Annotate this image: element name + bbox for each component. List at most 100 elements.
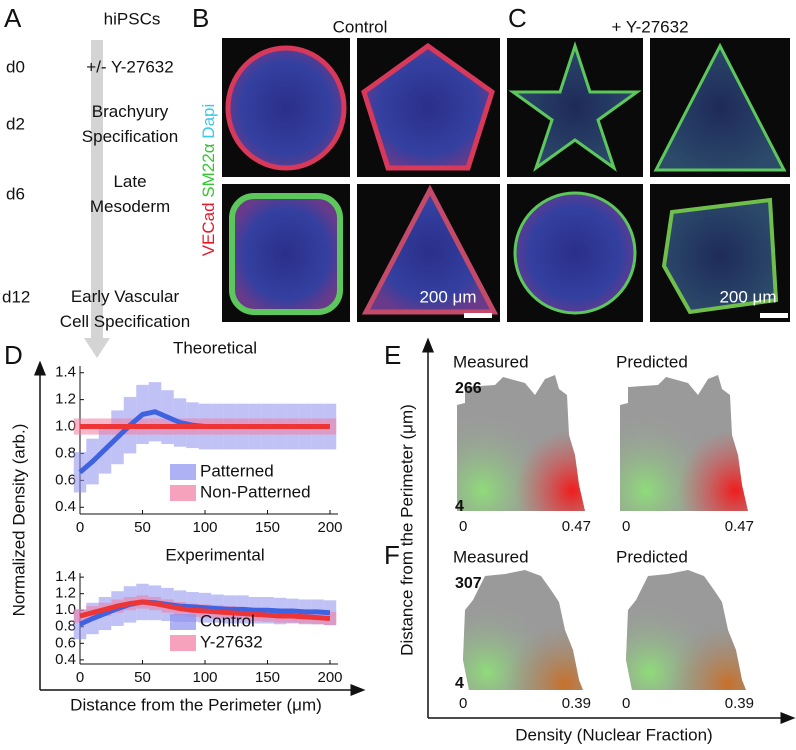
- density-cloud-warm: [457, 375, 585, 511]
- scale-bar-label: 200 μm: [719, 287, 776, 306]
- x-tick-label: 0.47: [562, 518, 591, 535]
- y-tick-label: 1.2: [55, 585, 76, 602]
- heatmap: [457, 375, 585, 511]
- x-tick-label: 50: [134, 669, 151, 686]
- x-tick-label: 0: [459, 518, 467, 535]
- x-tick-label: 50: [134, 519, 151, 536]
- chart-title: Theoretical: [173, 338, 257, 357]
- x-tick-label: 0: [76, 669, 84, 686]
- step-label: Brachyury: [92, 102, 169, 121]
- x-tick-label: 0.39: [562, 695, 591, 712]
- y-tick-label: 1.4: [55, 568, 76, 585]
- day-label: d0: [6, 57, 25, 76]
- y-tick-label: 1.2: [55, 391, 76, 408]
- y-axis-label: Distance from the Perimeter (μm): [397, 404, 416, 656]
- y-tick-label: 0.6: [55, 471, 76, 488]
- heatmaps: Measured 0 0.47 Predicted 0 0.47 266 4 Measured 0…: [453, 352, 754, 711]
- colony: [513, 191, 637, 315]
- x-tick-label: 0: [622, 695, 630, 712]
- colony: [361, 42, 495, 171]
- x-axis-label: Density (Nuclear Fraction): [515, 725, 712, 744]
- stain: Dapi: [199, 104, 218, 139]
- legend-label: Y-27632: [200, 632, 263, 651]
- day-label: d12: [2, 287, 30, 306]
- panel-title: Control: [333, 17, 388, 36]
- y-tick-label: 1.4: [55, 364, 76, 381]
- x-tick-label: 200: [317, 519, 342, 536]
- y-axis-label: Normalized Density (arb.): [9, 424, 28, 617]
- x-tick-label: 0: [459, 695, 467, 712]
- colony: [229, 193, 343, 315]
- panel-title: + Y-27632: [611, 17, 688, 36]
- y-max-label: 307: [455, 575, 482, 592]
- day-label: d6: [6, 184, 25, 203]
- x-tick-label: 150: [255, 519, 280, 536]
- heatmap-title: Measured: [453, 547, 529, 566]
- colony: [653, 42, 787, 172]
- legend-swatch: [170, 635, 196, 651]
- colony: [508, 41, 642, 172]
- heatmap-title: Predicted: [616, 547, 688, 566]
- x-tick-label: 100: [192, 519, 217, 536]
- cell-source: hiPSCs: [104, 9, 161, 28]
- density-cloud-warm: [463, 570, 583, 690]
- legend-swatch: [170, 464, 196, 480]
- step-label: +/- Y-27632: [86, 57, 173, 76]
- timeline-steps: d0 +/- Y-27632 d2 Brachyury Specification d6 L…: [2, 57, 190, 331]
- series-line: [79, 599, 331, 621]
- density-cloud-warm: [626, 570, 746, 690]
- step-label: Late: [113, 172, 146, 191]
- legend-swatch: [170, 485, 196, 501]
- step-label: Cell Specification: [60, 312, 190, 331]
- heatmap: [626, 570, 746, 690]
- heatmap: [620, 375, 748, 511]
- day-label: d2: [6, 114, 25, 133]
- legend-swatch: [170, 614, 196, 630]
- y-min-label: 4: [455, 498, 464, 515]
- colony: [225, 45, 347, 171]
- panel-letter: F: [384, 540, 400, 570]
- density-cloud-warm: [620, 375, 748, 511]
- y-tick-label: 0.6: [55, 634, 76, 651]
- chart-title: Experimental: [165, 545, 264, 564]
- y-max-label: 266: [455, 380, 482, 397]
- heatmap: [463, 570, 583, 690]
- legend-label: Patterned: [200, 461, 274, 480]
- x-tick-label: 0.47: [725, 518, 754, 535]
- y-tick-label: 1.0: [55, 601, 76, 618]
- y-tick-label: 0.4: [55, 498, 76, 515]
- x-tick-label: 150: [255, 669, 280, 686]
- heatmap-title: Measured: [453, 352, 529, 371]
- micrograph-grid: [222, 38, 790, 322]
- x-tick-label: 0: [76, 519, 84, 536]
- x-tick-label: 0: [622, 518, 630, 535]
- scale-bar: [464, 313, 492, 318]
- panel-letter: B: [192, 3, 209, 33]
- panel-letter: E: [384, 340, 401, 370]
- x-tick-label: 0.39: [725, 695, 754, 712]
- y-min-label: 4: [455, 675, 464, 692]
- panel-letter: D: [4, 340, 23, 370]
- stain-label: VECad SM22α Dapi: [199, 104, 218, 257]
- colony: [661, 197, 779, 315]
- scale-bar-label: 200 μm: [419, 287, 476, 306]
- timeline-arrowhead: [84, 338, 110, 358]
- panel-letter: C: [508, 3, 527, 33]
- panel-letter: A: [4, 3, 22, 33]
- y-tick-label: 0.8: [55, 444, 76, 461]
- legend-label: Non-Patterned: [200, 482, 311, 501]
- step-label: Early Vascular: [71, 287, 180, 306]
- stain: VECad: [199, 202, 218, 256]
- x-axis-label: Distance from the Perimeter (μm): [70, 695, 322, 714]
- heatmap-title: Predicted: [616, 352, 688, 371]
- x-tick-label: 100: [192, 669, 217, 686]
- scale-bar: [760, 313, 788, 318]
- x-tick-label: 200: [317, 669, 342, 686]
- step-label: Mesoderm: [90, 197, 170, 216]
- step-label: Specification: [82, 127, 178, 146]
- y-tick-label: 0.4: [55, 651, 76, 668]
- stain: SM22α: [199, 143, 218, 197]
- y-tick-label: 0.8: [55, 618, 76, 635]
